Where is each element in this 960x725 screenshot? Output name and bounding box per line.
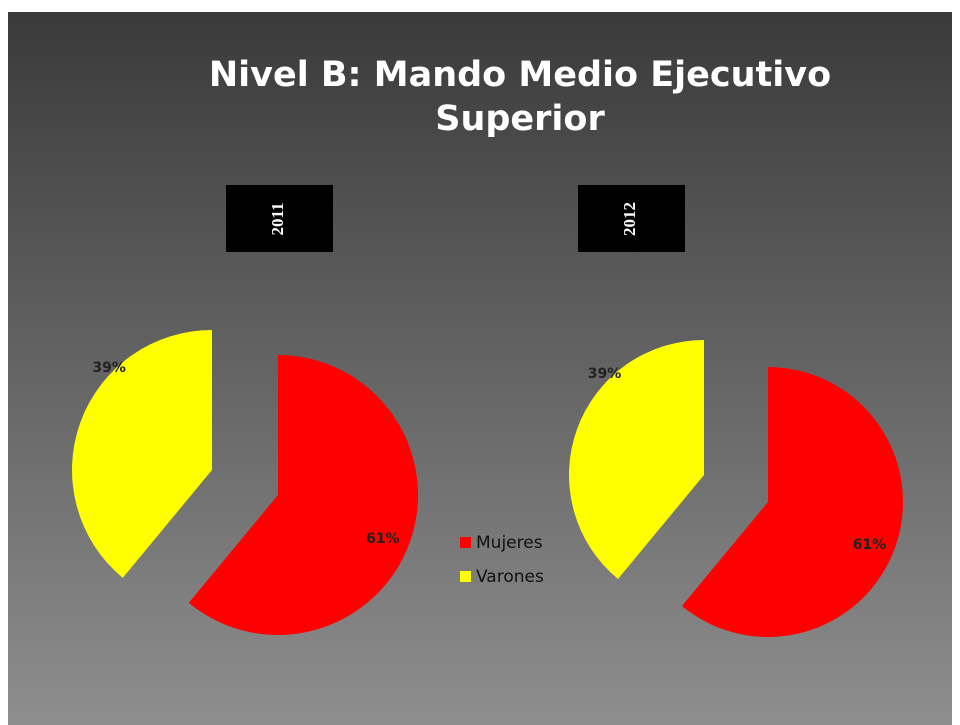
legend-label: Mujeres [476, 533, 543, 553]
pie-slice [569, 340, 704, 580]
chart-title: 2012 [620, 202, 639, 236]
value-label: 61% [853, 537, 887, 553]
title-line: Nivel B: Mando Medio Ejecutivo [209, 55, 831, 95]
legend-swatch [460, 571, 471, 582]
pie-slice [188, 355, 419, 636]
slide-title: Nivel B: Mando Medio Ejecutivo Superior [209, 55, 831, 139]
legend-swatch [460, 537, 471, 548]
pie-slice [681, 367, 903, 637]
year-box [226, 185, 333, 252]
pie-slice [72, 330, 212, 578]
year-box [578, 185, 685, 252]
value-label: 61% [366, 531, 400, 547]
title-line: Superior [435, 99, 605, 139]
value-label: 39% [588, 366, 622, 382]
chart-title: 2011 [268, 202, 287, 235]
value-label: 39% [92, 360, 126, 376]
legend-label: Varones [476, 567, 544, 587]
